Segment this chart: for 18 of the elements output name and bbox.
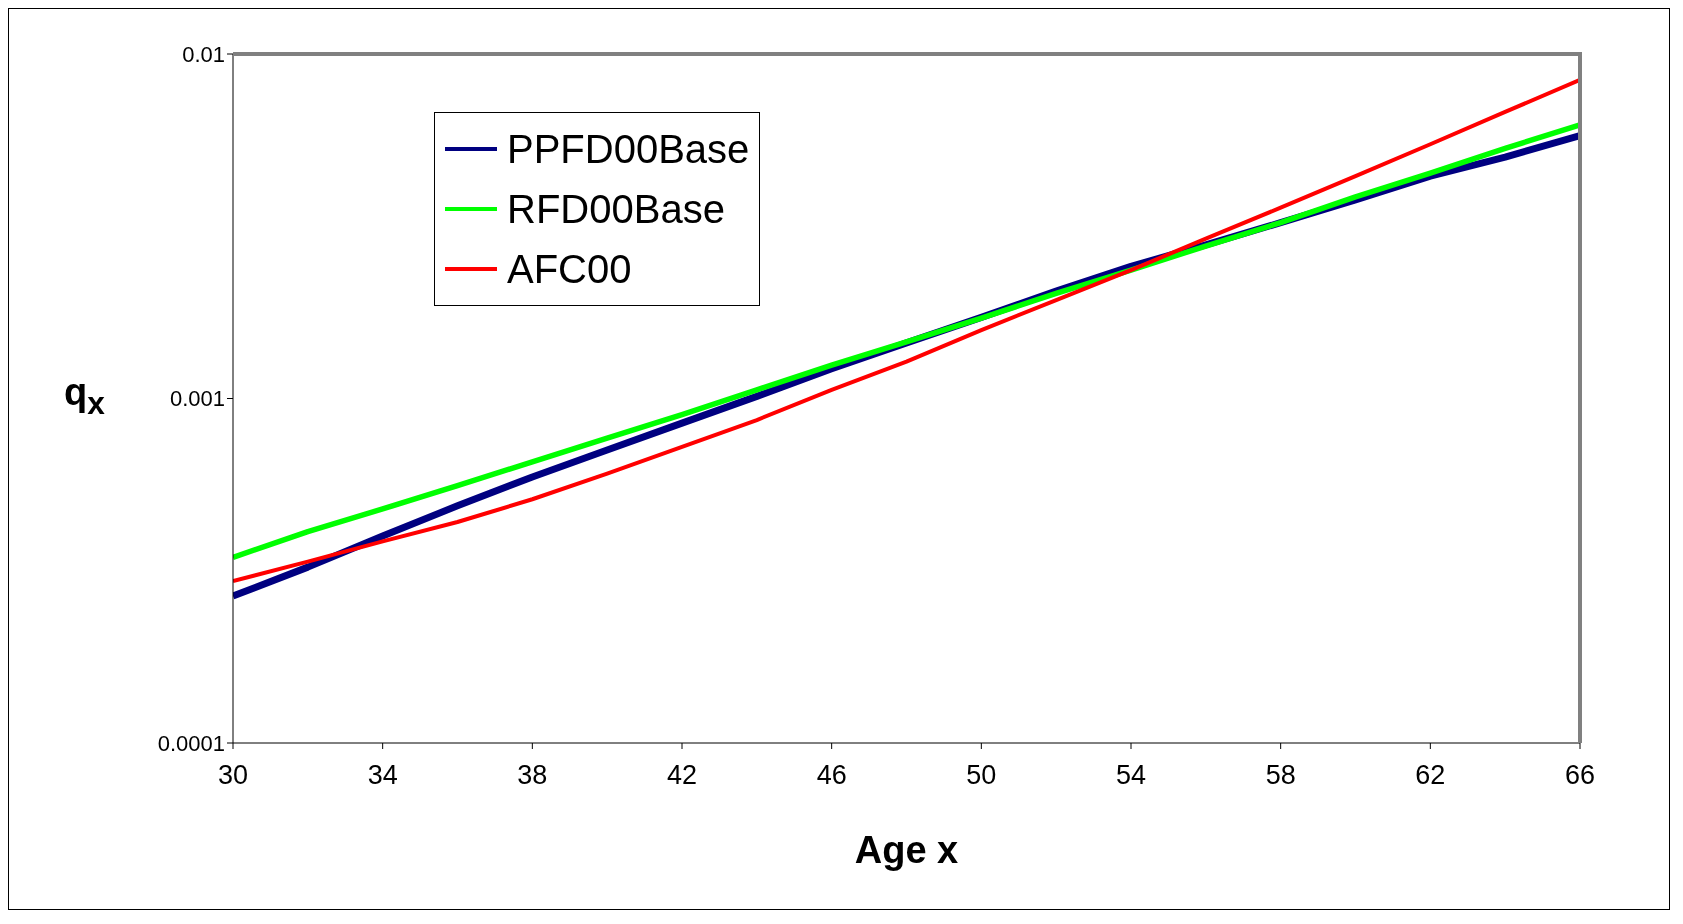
x-tick-label: 38 bbox=[517, 760, 548, 791]
x-tick-label: 62 bbox=[1415, 760, 1446, 791]
legend-label: AFC00 bbox=[507, 246, 632, 292]
y-tick-label: 0.001 bbox=[169, 386, 225, 412]
legend-label: PPFD00Base bbox=[507, 126, 750, 172]
x-tick-label: 34 bbox=[367, 760, 398, 791]
x-tick-label: 42 bbox=[666, 760, 698, 791]
x-tick-label: 54 bbox=[1115, 760, 1147, 791]
legend-label: RFD00Base bbox=[507, 186, 725, 232]
y-tick-label: 0.01 bbox=[182, 41, 225, 67]
y-tick-label: 0.0001 bbox=[157, 730, 225, 756]
x-tick-label: 50 bbox=[966, 760, 997, 791]
x-axis-title: Age x bbox=[854, 829, 959, 871]
x-tick-label: 66 bbox=[1564, 760, 1596, 791]
x-tick-label: 58 bbox=[1265, 760, 1296, 791]
x-tick-label: 30 bbox=[217, 760, 249, 791]
x-tick-label: 46 bbox=[816, 760, 847, 791]
y-axis-title: q$_{x}$ bbox=[64, 370, 105, 422]
